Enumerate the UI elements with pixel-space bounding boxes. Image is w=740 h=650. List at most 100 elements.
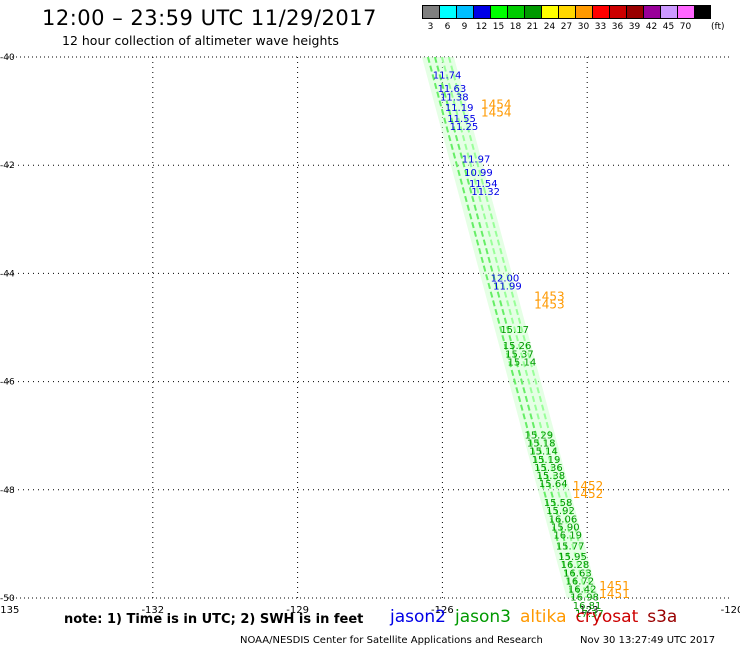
legend-label: 33 <box>594 22 607 32</box>
lon-tick-label: -120 <box>721 605 740 616</box>
satellite-legend: jason2 jason3 altika cryosat s3a <box>390 607 686 627</box>
footer-timestamp: Nov 30 13:27:49 UTC 2017 <box>580 635 716 646</box>
legend-swatch <box>592 5 609 19</box>
legend-swatch <box>660 5 677 19</box>
legend-swatch <box>456 5 473 19</box>
footnote: note: 1) Time is in UTC; 2) SWH is in fe… <box>64 612 364 627</box>
wave-height-label: 16.19 <box>553 530 582 541</box>
legend-label: 42 <box>645 22 658 32</box>
lat-tick-label: -48 <box>0 486 15 496</box>
wave-height-label: 10.99 <box>464 168 493 179</box>
wave-height-label: 15.14 <box>529 447 558 458</box>
wave-height-label: 15.18 <box>527 439 556 450</box>
wave-height-label: 15.26 <box>503 341 532 352</box>
wave-height-label: 11.25 <box>450 122 479 133</box>
track-band <box>421 57 599 598</box>
legend-swatch <box>677 5 694 19</box>
wave-height-label: 11.19 <box>445 103 474 114</box>
wave-height-label: 11.63 <box>438 84 467 95</box>
legend-unit: (ft) <box>711 22 725 32</box>
lat-tick-label: -50 <box>0 594 15 604</box>
satellite-name: altika <box>520 607 567 627</box>
legend-swatch <box>558 5 575 19</box>
wave-height-label: 11.55 <box>447 114 476 125</box>
legend-label: 15 <box>492 22 505 32</box>
legend-swatch <box>643 5 660 19</box>
lon-tick-label: -123 <box>576 605 599 616</box>
lat-tick-label: -44 <box>0 269 15 279</box>
lat-tick-label: -40 <box>0 53 15 63</box>
legend-swatch <box>507 5 524 19</box>
legend-label: 70 <box>679 22 692 32</box>
legend-label: 24 <box>543 22 556 32</box>
wave-height-label: 16.72 <box>565 576 594 587</box>
legend-swatch <box>439 5 456 19</box>
wave-height-label: 15.38 <box>537 471 566 482</box>
legend-label: 21 <box>526 22 539 32</box>
wave-height-label: 11.74 <box>433 71 462 82</box>
legend-swatch <box>422 5 439 19</box>
pass-time-label: 1451 <box>599 587 630 601</box>
lon-tick-label: -129 <box>286 605 309 616</box>
wave-height-label: 16.81 <box>573 601 602 612</box>
track-line <box>447 56 595 599</box>
wave-height-label: 11.99 <box>493 282 522 293</box>
satellite-name: jason2 <box>390 607 446 627</box>
color-legend: 3 6 9 12 15 18 21 24 27 30 33 36 39 42 45 70 (ft) <box>422 5 725 32</box>
wave-height-label: 16.98 <box>570 593 599 604</box>
legend-labels: 3 6 9 12 15 18 21 24 27 30 33 36 39 42 45 70 (ft) <box>422 22 725 32</box>
legend-label: 18 <box>509 22 522 32</box>
wave-height-label: 15.14 <box>508 357 537 368</box>
lat-tick-label: -42 <box>0 161 15 171</box>
footer-source: NOAA/NESDIS Center for Satellite Applica… <box>240 635 543 646</box>
pass-time-label: 1453 <box>534 289 565 303</box>
wave-height-label: 15.77 <box>556 541 585 552</box>
legend-label: 9 <box>461 22 468 32</box>
wave-height-label: 11.54 <box>469 179 498 190</box>
wave-height-label: 17.37 <box>575 609 604 620</box>
track-line <box>440 56 588 599</box>
legend-label: 36 <box>611 22 624 32</box>
wave-height-label: 15.37 <box>505 349 534 360</box>
legend-label: 30 <box>577 22 590 32</box>
legend-label: 45 <box>662 22 675 32</box>
legend-swatch <box>524 5 541 19</box>
wave-height-label: 12.00 <box>491 274 520 285</box>
satellite-name: jason3 <box>455 607 511 627</box>
pass-time-label: 1454 <box>481 97 512 111</box>
legend-label: 6 <box>444 22 451 32</box>
legend-swatch <box>541 5 558 19</box>
wave-height-label: 16.42 <box>568 585 597 596</box>
pass-time-label: 1454 <box>481 106 512 120</box>
legend-label: 12 <box>475 22 488 32</box>
altimeter-track <box>421 56 599 599</box>
wave-height-label: 15.36 <box>534 463 563 474</box>
legend-swatch <box>473 5 490 19</box>
legend-swatch <box>575 5 592 19</box>
wave-height-label: 15.58 <box>544 498 573 509</box>
pass-time-label: 1452 <box>573 479 604 493</box>
wave-height-label: 15.90 <box>551 522 580 533</box>
pass-time-label: 1452 <box>573 487 604 501</box>
lon-tick-label: -126 <box>431 605 454 616</box>
legend-swatch <box>694 5 711 19</box>
wave-height-label: 11.38 <box>440 92 469 103</box>
axis-ticks: -135 -132 -129 -126 -123 -120 -40 -42 -44 -46 -48 -… <box>0 53 740 616</box>
pass-time-label: 1451 <box>599 579 630 593</box>
legend-swatch <box>490 5 507 19</box>
track-line <box>433 56 581 599</box>
wave-height-label: 11.32 <box>471 187 500 198</box>
satellite-name: s3a <box>647 607 678 627</box>
map-grid <box>8 56 732 599</box>
legend-swatch <box>609 5 626 19</box>
track-line <box>426 56 574 599</box>
wave-height-label: 16.28 <box>561 560 590 571</box>
satellite-name: cryosat <box>575 607 639 627</box>
lon-tick-label: -135 <box>0 605 19 616</box>
page-subtitle: 12 hour collection of altimeter wave hei… <box>62 33 339 48</box>
page-title: 12:00 – 23:59 UTC 11/29/2017 <box>42 6 377 30</box>
lon-tick-label: -132 <box>141 605 164 616</box>
legend-swatch <box>626 5 643 19</box>
